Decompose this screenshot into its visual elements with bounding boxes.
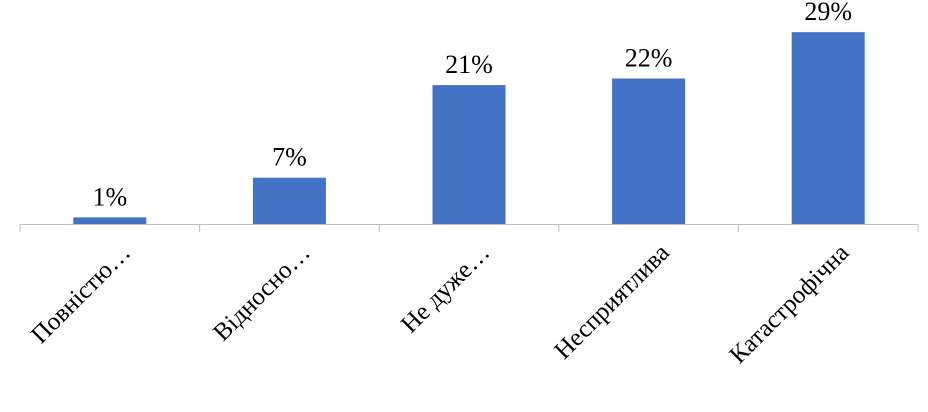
data-label: 22% bbox=[625, 44, 673, 73]
category-label: Несприятлива bbox=[549, 239, 674, 364]
category-label: Не дуже… bbox=[396, 239, 495, 338]
bar bbox=[252, 177, 326, 224]
category-labels-group: Повністю… Відносно… Не дуже… Несприятлива Ка… bbox=[26, 239, 854, 369]
category-label: Катастрофічна bbox=[725, 239, 855, 369]
data-label: 7% bbox=[272, 143, 307, 172]
bar bbox=[612, 78, 686, 224]
bars-group bbox=[73, 32, 865, 225]
data-label: 29% bbox=[804, 0, 852, 26]
category-label: Відносно… bbox=[208, 239, 315, 346]
data-label: 1% bbox=[92, 182, 127, 211]
value-labels-group: 1% 7% 21% 22% 29% bbox=[92, 0, 852, 211]
bar bbox=[73, 217, 147, 224]
data-label: 21% bbox=[445, 50, 493, 79]
bar bbox=[432, 85, 506, 224]
bar bbox=[791, 32, 865, 225]
category-label: Повністю… bbox=[26, 239, 136, 349]
x-axis bbox=[19, 224, 919, 232]
